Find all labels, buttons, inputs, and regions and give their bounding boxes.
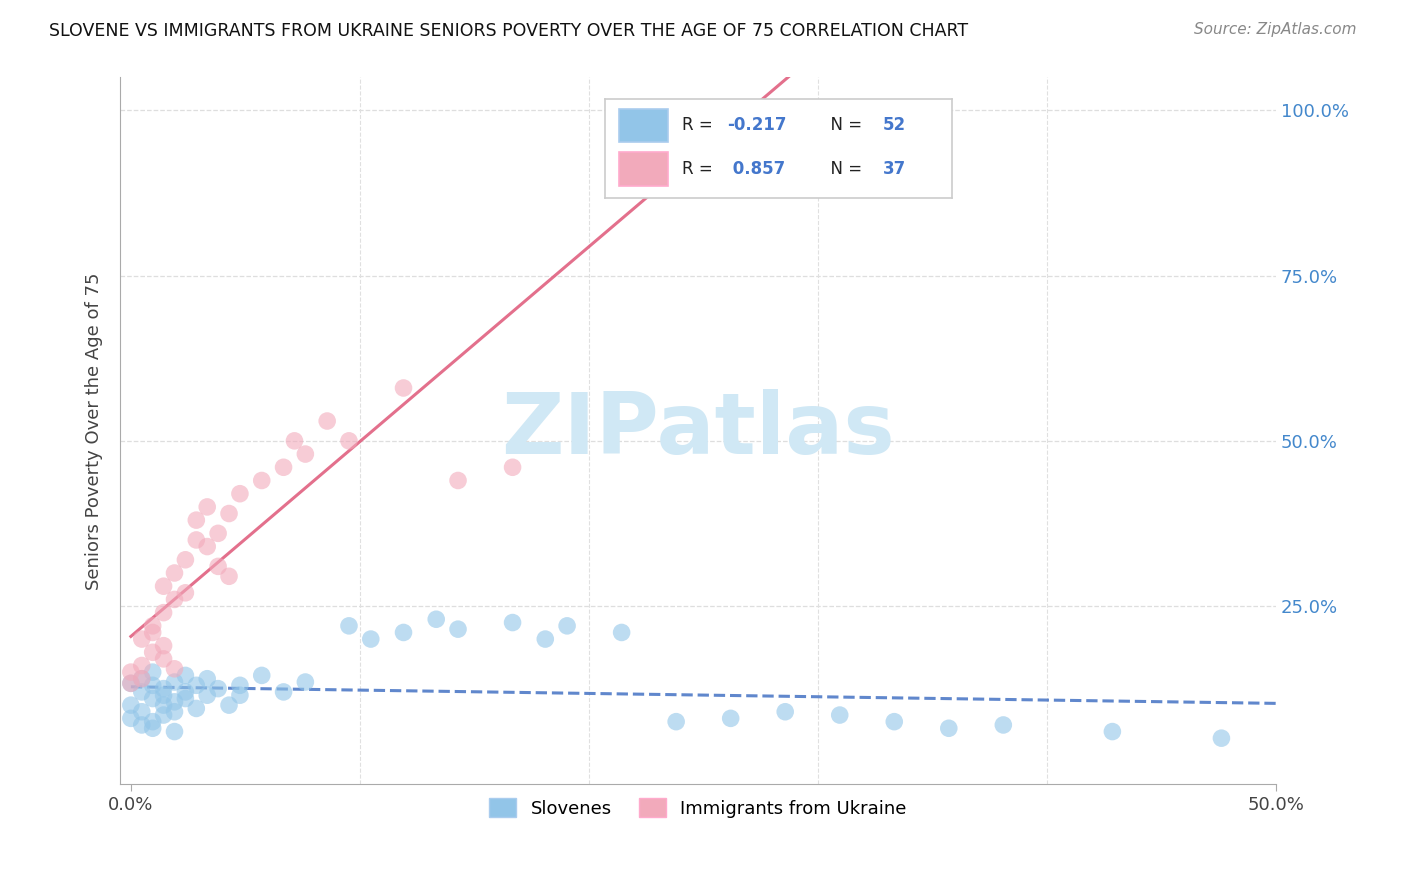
Point [828, 708, 851, 723]
Point [316, 414, 339, 428]
Point [131, 672, 153, 686]
Point [665, 714, 688, 729]
Point [142, 691, 165, 706]
Point [186, 701, 208, 715]
Point [938, 721, 960, 735]
Point [163, 592, 186, 607]
Point [120, 665, 142, 679]
Legend: Slovenes, Immigrants from Ukraine: Slovenes, Immigrants from Ukraine [482, 791, 914, 825]
Point [229, 486, 252, 500]
Point [142, 645, 165, 659]
Point [720, 711, 742, 725]
Point [152, 681, 174, 696]
Point [447, 622, 470, 636]
Point [152, 639, 174, 653]
Point [773, 705, 796, 719]
Point [207, 681, 229, 696]
Point [502, 615, 524, 630]
Point [229, 678, 252, 692]
Point [174, 553, 197, 567]
Point [163, 724, 186, 739]
Text: ZIPatlas: ZIPatlas [501, 390, 894, 473]
Point [152, 579, 174, 593]
Point [186, 513, 208, 527]
Point [152, 652, 174, 666]
Point [174, 685, 197, 699]
Point [120, 698, 142, 713]
Point [425, 612, 447, 626]
Text: SLOVENE VS IMMIGRANTS FROM UKRAINE SENIORS POVERTY OVER THE AGE OF 75 CORRELATIO: SLOVENE VS IMMIGRANTS FROM UKRAINE SENIO… [49, 22, 969, 40]
Point [186, 533, 208, 547]
Point [152, 708, 174, 723]
Point [218, 507, 240, 521]
Point [207, 559, 229, 574]
Point [447, 474, 470, 488]
Point [195, 672, 218, 686]
Point [273, 685, 295, 699]
Point [294, 675, 316, 690]
Point [152, 606, 174, 620]
Text: Source: ZipAtlas.com: Source: ZipAtlas.com [1194, 22, 1357, 37]
Point [993, 718, 1015, 732]
Point [218, 569, 240, 583]
Point [131, 685, 153, 699]
Point [131, 632, 153, 646]
Point [883, 714, 905, 729]
Point [163, 695, 186, 709]
Point [131, 672, 153, 686]
Point [131, 705, 153, 719]
Point [120, 711, 142, 725]
Point [273, 460, 295, 475]
Point [207, 526, 229, 541]
Point [174, 668, 197, 682]
Point [186, 678, 208, 692]
Point [163, 662, 186, 676]
Point [294, 447, 316, 461]
Point [131, 718, 153, 732]
Point [152, 698, 174, 713]
Point [250, 668, 273, 682]
Point [229, 688, 252, 702]
Point [534, 632, 557, 646]
Point [142, 721, 165, 735]
Point [1101, 724, 1123, 739]
Point [152, 688, 174, 702]
Point [163, 705, 186, 719]
Y-axis label: Seniors Poverty Over the Age of 75: Seniors Poverty Over the Age of 75 [86, 272, 103, 590]
Point [610, 625, 633, 640]
Point [163, 566, 186, 580]
Point [195, 540, 218, 554]
Point [195, 688, 218, 702]
Point [1211, 731, 1233, 746]
Point [120, 676, 142, 690]
Point [337, 434, 360, 448]
Point [250, 474, 273, 488]
Point [643, 110, 665, 124]
Point [555, 619, 578, 633]
Point [131, 658, 153, 673]
Point [142, 665, 165, 679]
Point [174, 586, 197, 600]
Point [337, 619, 360, 633]
Point [120, 676, 142, 690]
Point [142, 714, 165, 729]
Point [502, 460, 524, 475]
Point [392, 381, 415, 395]
Point [218, 698, 240, 713]
Point [195, 500, 218, 514]
Point [142, 678, 165, 692]
Point [163, 675, 186, 690]
Point [142, 625, 165, 640]
Point [392, 625, 415, 640]
Point [360, 632, 382, 646]
Point [283, 434, 305, 448]
Point [142, 619, 165, 633]
Point [174, 691, 197, 706]
